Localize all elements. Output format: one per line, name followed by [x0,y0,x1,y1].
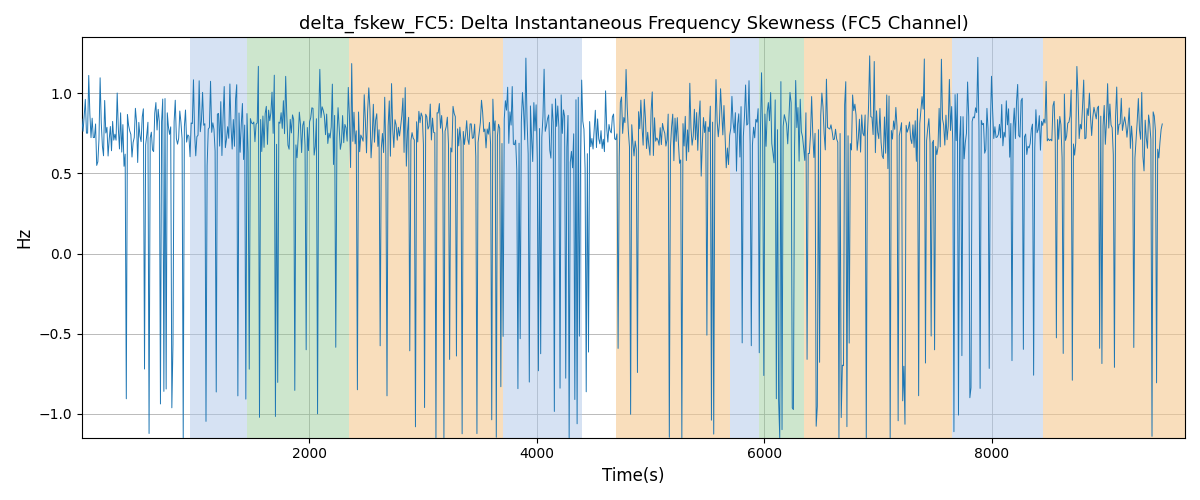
Y-axis label: Hz: Hz [14,227,32,248]
Bar [503,38,582,438]
Bar [247,38,349,438]
Bar [190,38,247,438]
Title: delta_fskew_FC5: Delta Instantaneous Frequency Skewness (FC5 Channel): delta_fskew_FC5: Delta Instantaneous Fre… [299,15,968,34]
Bar [804,38,952,438]
Bar [730,38,758,438]
Bar [1043,38,1186,438]
Bar [349,38,503,438]
Bar [952,38,1043,438]
Bar [617,38,730,438]
Bar [758,38,804,438]
X-axis label: Time(s): Time(s) [602,467,665,485]
